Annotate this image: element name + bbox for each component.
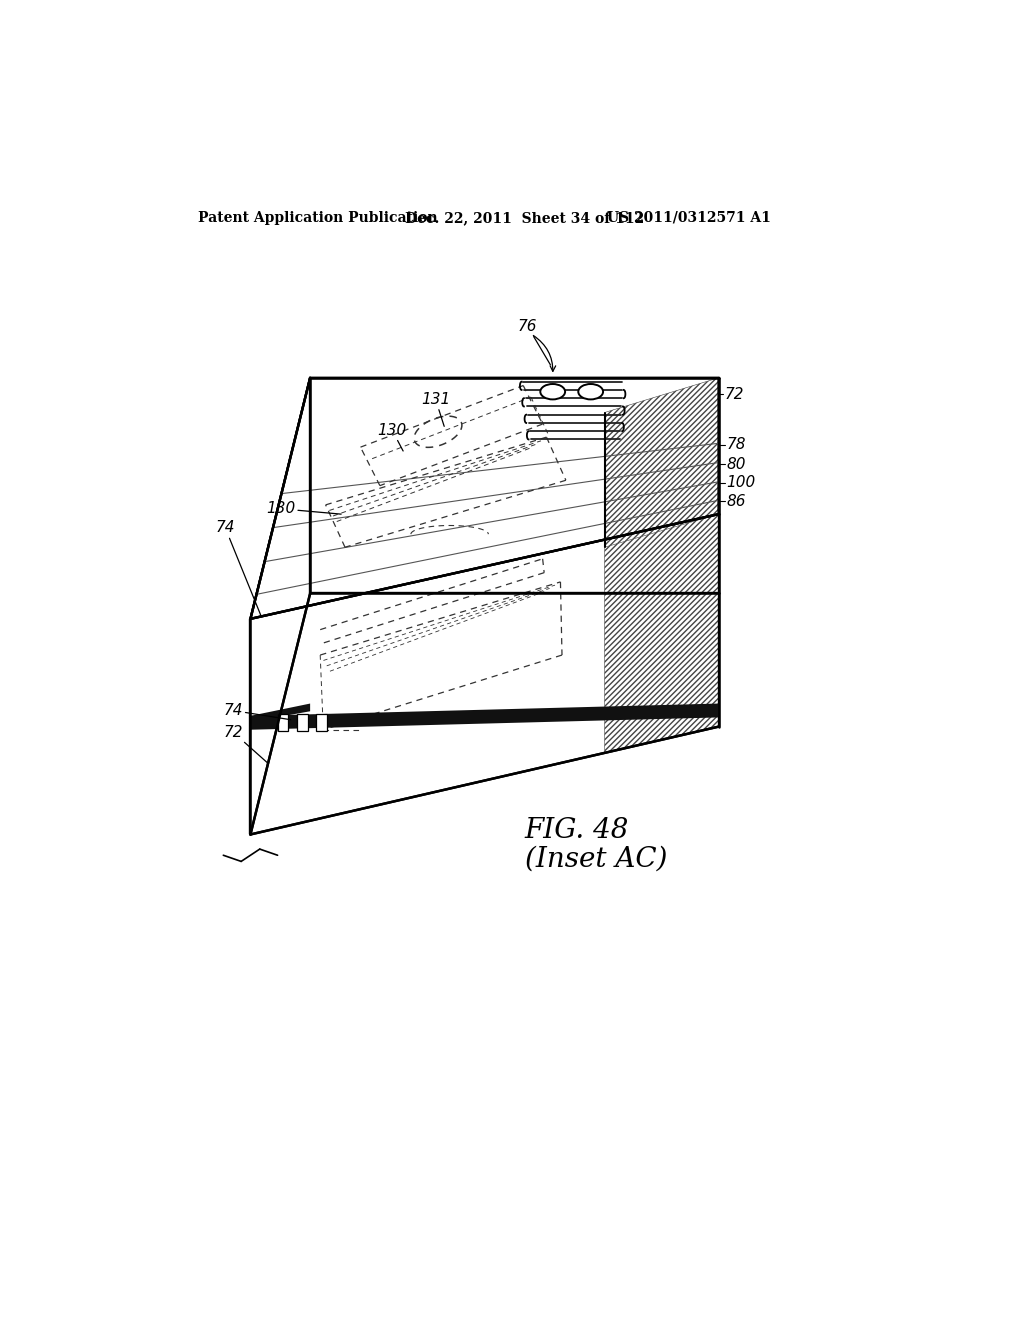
Polygon shape — [278, 714, 289, 731]
Polygon shape — [251, 378, 719, 619]
Polygon shape — [604, 515, 719, 752]
Text: Patent Application Publication: Patent Application Publication — [198, 211, 437, 224]
Text: Dec. 22, 2011  Sheet 34 of 112: Dec. 22, 2011 Sheet 34 of 112 — [406, 211, 645, 224]
Text: US 2011/0312571 A1: US 2011/0312571 A1 — [607, 211, 771, 224]
Text: FIG. 48: FIG. 48 — [524, 817, 629, 843]
Text: 131: 131 — [421, 392, 451, 426]
Text: 78: 78 — [726, 437, 745, 453]
Text: 86: 86 — [726, 494, 745, 508]
Text: (Inset AC): (Inset AC) — [524, 846, 668, 873]
Text: 100: 100 — [726, 475, 756, 490]
Text: 72: 72 — [725, 387, 744, 401]
Polygon shape — [251, 515, 719, 834]
Ellipse shape — [579, 384, 603, 400]
Polygon shape — [604, 378, 719, 548]
Text: 130: 130 — [378, 422, 407, 451]
Polygon shape — [251, 704, 310, 722]
Text: 80: 80 — [726, 457, 745, 471]
Polygon shape — [297, 714, 308, 731]
Text: 72: 72 — [223, 725, 267, 763]
Text: 130: 130 — [266, 502, 341, 516]
Polygon shape — [251, 704, 719, 730]
Text: 76: 76 — [518, 318, 550, 364]
Text: 74: 74 — [223, 704, 291, 719]
Polygon shape — [316, 714, 328, 731]
Text: 74: 74 — [216, 520, 261, 616]
Polygon shape — [251, 378, 310, 834]
Ellipse shape — [541, 384, 565, 400]
